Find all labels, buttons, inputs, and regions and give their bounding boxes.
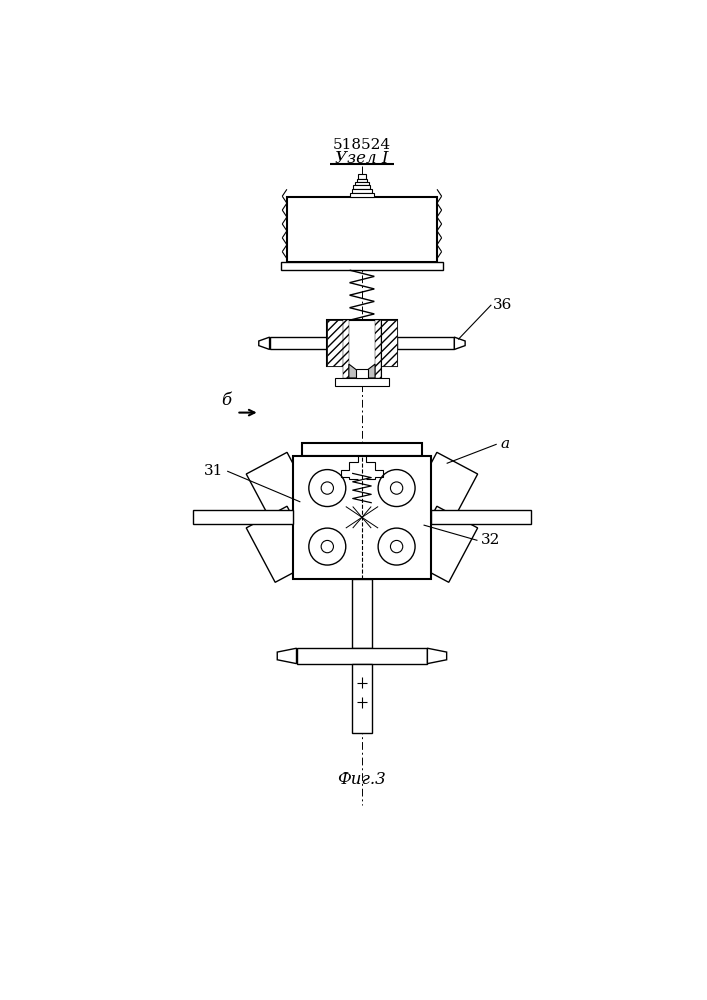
Bar [327,320,397,366]
Polygon shape [246,452,316,528]
Polygon shape [455,337,465,349]
Bar [303,443,421,456]
Circle shape [309,528,346,565]
Bar [287,197,437,262]
Circle shape [309,470,346,507]
Polygon shape [259,337,269,349]
Bar [296,648,428,664]
Bar [375,320,381,378]
Bar [293,456,431,579]
Bar [352,189,372,193]
Text: 31: 31 [204,464,223,478]
Bar [352,664,372,733]
Polygon shape [277,648,296,664]
Bar [327,320,343,366]
Bar [355,182,369,185]
Polygon shape [408,452,478,528]
Text: 32: 32 [481,533,501,547]
Text: Узел I: Узел I [335,150,389,167]
Bar [351,193,373,197]
Bar [281,262,443,270]
Bar [269,337,327,349]
Circle shape [321,482,334,494]
Bar [354,185,370,189]
Bar [335,378,389,386]
Bar [343,320,381,378]
Polygon shape [408,506,478,582]
Bar [356,369,368,378]
Bar [358,174,366,179]
Bar [343,320,349,378]
Polygon shape [349,364,375,378]
Text: 36: 36 [493,298,513,312]
Polygon shape [246,506,316,582]
Bar [431,510,532,524]
Bar [192,510,293,524]
Circle shape [378,470,415,507]
Circle shape [378,528,415,565]
Text: а: а [501,437,510,451]
Text: б: б [221,392,231,409]
Polygon shape [428,648,447,664]
Circle shape [390,540,403,553]
Circle shape [321,540,334,553]
Text: Фиг.3: Фиг.3 [337,771,386,788]
Bar [352,579,372,648]
Bar [381,320,397,366]
Circle shape [390,482,403,494]
Bar [397,337,455,349]
Bar [356,179,368,182]
Text: 518524: 518524 [333,138,391,152]
